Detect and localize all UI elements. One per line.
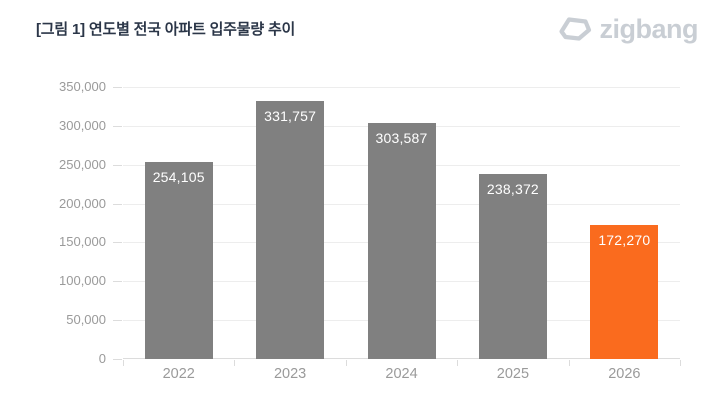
bar-value-label: 238,372 — [486, 181, 539, 197]
bar-column: 254,105 — [123, 87, 234, 359]
bar: 172,270 — [590, 225, 659, 359]
chart-title: [그림 1] 연도별 전국 아파트 입주물량 추이 — [36, 21, 296, 38]
x-axis-tick — [680, 360, 681, 366]
y-axis-tick — [113, 125, 122, 127]
y-tick-label: 200,000 — [59, 195, 106, 211]
x-axis-tick — [568, 360, 570, 366]
bar-column: 172,270 — [569, 87, 680, 359]
x-tick-label: 2024 — [385, 366, 418, 382]
y-axis-tick — [113, 320, 122, 322]
bar-value-label: 303,587 — [375, 130, 428, 146]
x-tick-label: 2025 — [496, 366, 530, 382]
bar: 254,105 — [144, 162, 213, 359]
bar: 331,757 — [256, 101, 325, 359]
zigbang-gem-icon — [558, 17, 591, 41]
gridline — [123, 87, 680, 88]
bar-series: 254,105 331,757 303,587 238,372 172,270 — [123, 87, 680, 359]
bar-column: 238,372 — [457, 87, 568, 359]
bar-value-label: 172,270 — [598, 232, 651, 248]
bar: 238,372 — [478, 174, 547, 359]
x-axis-labels: 2022 2023 2024 2025 2026 — [123, 366, 680, 382]
y-axis-tick — [113, 203, 122, 205]
x-tick-label: 2022 — [162, 366, 195, 382]
zigbang-logo-text: zigbang — [599, 13, 699, 44]
x-tick-label: 2026 — [608, 366, 641, 382]
y-tick-label: 100,000 — [59, 273, 106, 289]
y-tick-label: 300,000 — [59, 117, 106, 133]
bar-column: 331,757 — [234, 87, 345, 359]
y-axis-tick — [113, 242, 122, 244]
y-axis-tick — [113, 359, 122, 360]
y-axis-tick — [113, 164, 122, 166]
y-tick-label: 250,000 — [59, 156, 106, 172]
y-tick-label: 350,000 — [59, 79, 106, 94]
x-axis-tick — [123, 360, 124, 366]
y-tick-label: 50,000 — [66, 312, 106, 328]
y-tick-label: 0 — [98, 351, 106, 366]
bar: 303,587 — [367, 123, 436, 359]
x-axis-tick — [345, 360, 347, 366]
bar-value-label: 254,105 — [152, 169, 205, 185]
y-tick-label: 150,000 — [59, 234, 106, 250]
bar-column: 303,587 — [346, 87, 457, 359]
y-axis-tick — [113, 281, 122, 283]
zigbang-logo: zigbang — [557, 13, 699, 44]
x-axis-tick — [234, 360, 236, 366]
x-axis-tick — [457, 360, 459, 366]
y-axis-tick — [113, 87, 122, 88]
x-tick-label: 2023 — [273, 366, 307, 382]
bar-value-label: 331,757 — [264, 108, 317, 124]
